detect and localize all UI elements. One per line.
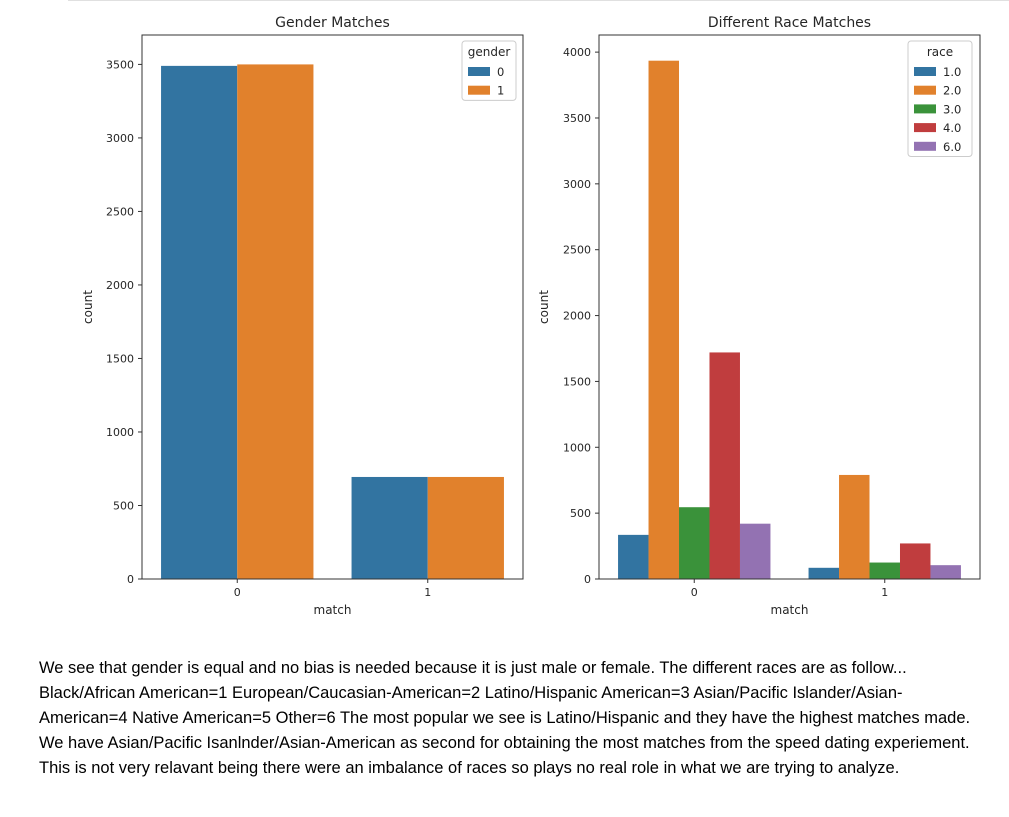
y-tick-label: 3500 bbox=[563, 112, 591, 125]
y-tick-label: 3000 bbox=[563, 178, 591, 191]
legend-label: 6.0 bbox=[943, 140, 961, 154]
y-tick-label: 2500 bbox=[106, 205, 134, 218]
legend-label: 2.0 bbox=[943, 84, 961, 98]
bar-2_0-match-0 bbox=[648, 60, 680, 579]
bar-6_0-match-0 bbox=[739, 523, 771, 579]
bar-0-match-0 bbox=[161, 65, 238, 579]
chart-title: Gender Matches bbox=[275, 15, 390, 31]
y-tick-label: 2000 bbox=[563, 310, 591, 323]
y-tick-label: 1000 bbox=[106, 426, 134, 439]
chart-2: 0 500 1000 1500 2000 2500 3000 3500 4000 0 1 Differ… bbox=[537, 15, 981, 617]
legend-label: 3.0 bbox=[943, 102, 961, 116]
legend: gender 0 1 bbox=[461, 40, 517, 101]
y-axis-label: count bbox=[537, 290, 551, 324]
y-tick-label: 3000 bbox=[106, 132, 134, 145]
plot-frame bbox=[141, 34, 524, 580]
chart-1: 0 500 1000 1500 2000 2500 3000 3500 0 1 Gender Mat… bbox=[81, 15, 524, 617]
bar-1-match-1 bbox=[427, 476, 504, 579]
bar-4_0-match-0 bbox=[709, 352, 740, 579]
y-tick-label: 2500 bbox=[563, 244, 591, 257]
chart-title: Different Race Matches bbox=[708, 15, 871, 31]
bar-3_0-match-0 bbox=[679, 507, 710, 579]
y-tick-label: 0 bbox=[127, 573, 134, 586]
y-tick-label: 500 bbox=[113, 499, 134, 512]
bar-1_0-match-1 bbox=[808, 567, 840, 579]
caption-text: We see that gender is equal and no bias … bbox=[39, 659, 971, 777]
legend-swatch bbox=[914, 141, 936, 151]
y-tick-label: 1500 bbox=[563, 375, 591, 388]
legend-swatch bbox=[914, 123, 936, 133]
y-tick-label: 500 bbox=[570, 507, 591, 520]
x-tick-label: 0 bbox=[234, 586, 241, 599]
x-axis-label: match bbox=[314, 603, 352, 617]
legend-swatch bbox=[468, 67, 490, 76]
legend: race 1.0 2.0 3.0 4.0 6.0 bbox=[907, 40, 973, 157]
legend-title: race bbox=[927, 45, 953, 59]
y-tick-label: 4000 bbox=[563, 46, 591, 59]
x-tick-label: 1 bbox=[424, 586, 431, 599]
bar-1-match-0 bbox=[237, 64, 314, 579]
bar-1_0-match-0 bbox=[618, 534, 649, 579]
bar-2_0-match-1 bbox=[839, 474, 870, 579]
bar-3_0-match-1 bbox=[869, 562, 900, 579]
legend-label: 4.0 bbox=[943, 121, 961, 135]
legend-label: 0 bbox=[497, 65, 504, 79]
y-tick-label: 1500 bbox=[106, 352, 134, 365]
plot-frame bbox=[598, 34, 981, 580]
legend-label: 1 bbox=[497, 84, 504, 98]
y-tick-label: 3500 bbox=[106, 58, 134, 71]
bar-6_0-match-1 bbox=[930, 565, 961, 579]
x-tick-label: 0 bbox=[691, 586, 698, 599]
top-divider bbox=[68, 0, 1009, 1]
legend-swatch bbox=[914, 104, 936, 114]
legend-label: 1.0 bbox=[943, 65, 961, 79]
x-axis-label: match bbox=[771, 603, 809, 617]
y-tick-label: 1000 bbox=[563, 441, 591, 454]
bar-4_0-match-1 bbox=[899, 543, 931, 579]
y-tick-label: 0 bbox=[584, 573, 591, 586]
y-tick-label: 2000 bbox=[106, 279, 134, 292]
x-tick-label: 1 bbox=[881, 586, 888, 599]
legend-swatch bbox=[914, 85, 936, 95]
y-axis-label: count bbox=[81, 290, 95, 324]
bar-0-match-1 bbox=[351, 476, 428, 579]
legend-title: gender bbox=[468, 45, 511, 59]
legend-swatch bbox=[914, 67, 936, 76]
legend-swatch bbox=[468, 85, 490, 95]
